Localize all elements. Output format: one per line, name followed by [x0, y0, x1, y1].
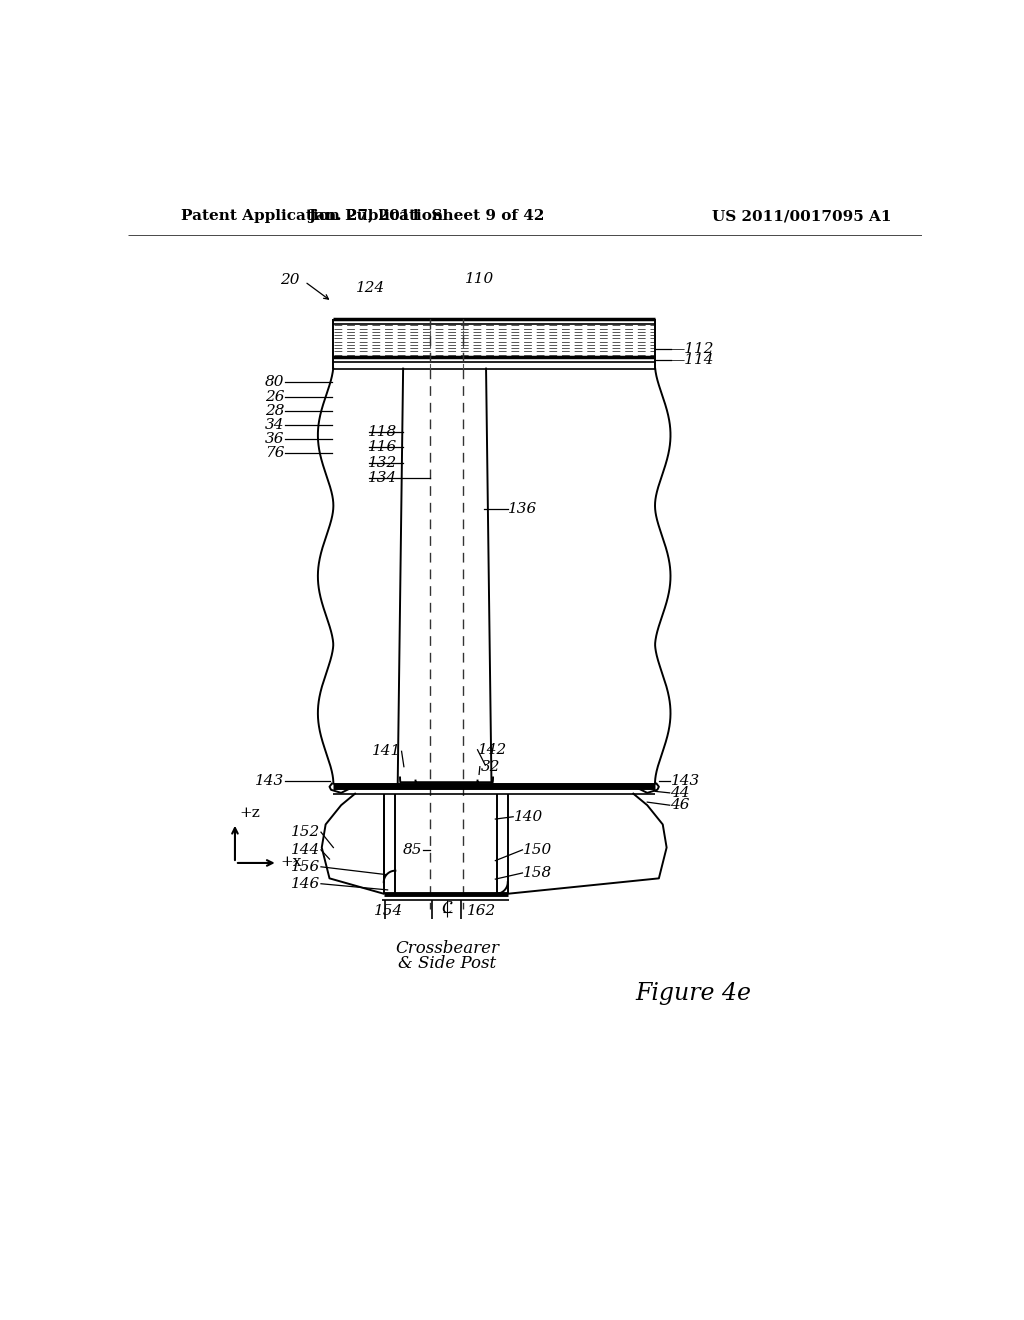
Text: 154: 154 [374, 904, 403, 919]
Text: 143: 143 [671, 774, 699, 788]
Text: 76: 76 [265, 446, 285, 459]
Text: 140: 140 [514, 809, 543, 824]
Text: Crossbearer: Crossbearer [395, 940, 500, 957]
Text: 150: 150 [523, 843, 553, 857]
Text: 141: 141 [372, 744, 400, 758]
Text: 34: 34 [265, 418, 285, 432]
Text: 85: 85 [403, 843, 423, 857]
Text: —114: —114 [669, 354, 714, 367]
Text: Jan. 27, 2011  Sheet 9 of 42: Jan. 27, 2011 Sheet 9 of 42 [308, 209, 545, 223]
Text: 158: 158 [523, 866, 553, 880]
Text: & Side Post: & Side Post [398, 956, 497, 973]
Text: 144: 144 [291, 843, 321, 857]
Text: 134: 134 [369, 471, 397, 484]
Text: 116: 116 [369, 440, 397, 454]
Text: $\mathcal{C}$: $\mathcal{C}$ [441, 899, 454, 917]
Text: 142: 142 [478, 743, 508, 756]
Text: 46: 46 [671, 799, 690, 812]
Text: 80: 80 [265, 375, 285, 388]
Text: 118: 118 [369, 425, 397, 438]
Text: 110: 110 [465, 272, 494, 286]
Text: 28: 28 [265, 404, 285, 418]
Text: 132: 132 [369, 455, 397, 470]
Text: Figure 4e: Figure 4e [636, 982, 752, 1006]
Text: US 2011/0017095 A1: US 2011/0017095 A1 [713, 209, 892, 223]
Text: 143: 143 [255, 774, 285, 788]
Text: 26: 26 [265, 391, 285, 404]
Text: 162: 162 [467, 904, 496, 919]
Text: +z: +z [240, 805, 260, 820]
Text: —112: —112 [669, 342, 714, 356]
Text: 156: 156 [291, 859, 321, 874]
Text: +x: +x [280, 855, 301, 869]
Text: Patent Application Publication: Patent Application Publication [180, 209, 442, 223]
Text: 44: 44 [671, 785, 690, 800]
Text: 20: 20 [281, 273, 300, 286]
Text: 152: 152 [291, 825, 321, 840]
Text: 124: 124 [356, 281, 385, 294]
Text: 136: 136 [508, 502, 537, 516]
Text: 146: 146 [291, 876, 321, 891]
Text: 36: 36 [265, 432, 285, 446]
Text: 32: 32 [480, 760, 500, 774]
